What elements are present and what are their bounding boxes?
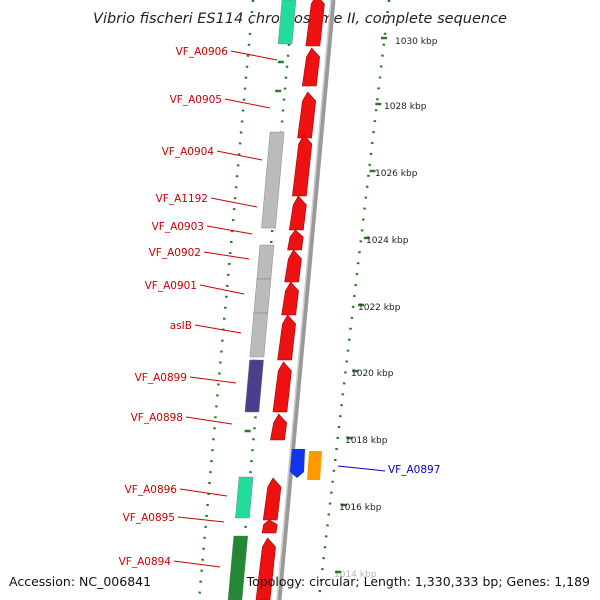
cds-arrow xyxy=(272,361,292,413)
cds-block xyxy=(256,244,275,280)
feature-track xyxy=(227,0,325,600)
cds-arrow xyxy=(284,249,302,283)
cds-block xyxy=(277,0,297,45)
cds-block xyxy=(244,359,264,413)
cds-arrow xyxy=(255,537,276,600)
scale-labels: 1030 kbp 1028 kbp 1026 kbp 1024 kbp 1022… xyxy=(334,37,438,580)
dotted-ring-mid xyxy=(237,0,295,600)
cds-arrow xyxy=(292,134,313,197)
scale-label: 1030 kbp xyxy=(395,37,438,47)
scale-label: 1016 kbp xyxy=(339,503,382,513)
scale-label: 1014 kbp xyxy=(334,570,377,580)
gene-label[interactable]: VF_A0896 xyxy=(125,484,178,496)
cds-block xyxy=(235,476,254,519)
cds-arrow-reverse xyxy=(290,449,305,478)
gene-label[interactable]: VF_A0898 xyxy=(131,412,183,424)
label-connector xyxy=(337,465,386,472)
gene-labels: VF_A0906 VF_A0905 VF_A0904 VF_A1192 VF_A… xyxy=(119,46,441,568)
label-connector xyxy=(189,376,237,384)
gene-label[interactable]: VF_A0897 xyxy=(388,464,440,476)
label-connector xyxy=(199,284,245,295)
scale-label: 1020 kbp xyxy=(351,369,394,379)
cds-block-reverse xyxy=(307,451,322,480)
gene-label[interactable]: asIB xyxy=(170,320,192,332)
scale-label: 1018 kbp xyxy=(345,436,388,446)
accession-text: Accession: NC_006841 xyxy=(9,574,151,589)
gene-label[interactable]: VF_A0901 xyxy=(145,280,197,292)
gene-label[interactable]: VF_A0902 xyxy=(149,247,201,259)
gene-label[interactable]: VF_A0906 xyxy=(176,46,229,58)
gene-label[interactable]: VF_A0895 xyxy=(123,512,175,524)
gene-label[interactable]: VF_A0899 xyxy=(135,372,187,384)
gene-label[interactable]: VF_A0903 xyxy=(152,221,204,233)
label-connector xyxy=(206,225,253,235)
cds-arrow xyxy=(305,0,325,47)
backbone xyxy=(276,0,336,600)
dotted-ring-inner xyxy=(317,0,391,600)
label-connector xyxy=(224,98,271,109)
cds-block xyxy=(227,535,248,600)
label-connector xyxy=(194,324,242,334)
label-connector xyxy=(177,516,225,523)
label-connector xyxy=(230,50,278,61)
cds-arrow xyxy=(261,519,278,534)
cds-arrow xyxy=(287,229,304,251)
scale-label: 1028 kbp xyxy=(384,102,427,112)
map-title: Vibrio fischeri ES114 chromosome II, com… xyxy=(93,11,507,27)
cds-block xyxy=(249,312,269,358)
label-connector xyxy=(185,416,233,425)
cds-block xyxy=(261,131,285,229)
cds-arrow xyxy=(270,413,288,441)
label-connector xyxy=(179,488,228,497)
cds-arrow xyxy=(281,281,299,316)
gene-label[interactable]: VF_A0904 xyxy=(162,146,215,158)
topology-summary: Topology: circular; Length: 1,330,333 bp… xyxy=(246,574,590,589)
scale-label: 1026 kbp xyxy=(375,169,418,179)
gene-label[interactable]: VF_A0894 xyxy=(119,556,172,568)
cds-arrow xyxy=(301,47,320,87)
cds-arrow xyxy=(277,314,296,361)
label-connector xyxy=(216,150,263,161)
cds-arrow xyxy=(288,195,307,231)
scale-label: 1022 kbp xyxy=(358,303,401,313)
label-connector xyxy=(203,251,250,260)
cds-block xyxy=(253,278,272,314)
cds-arrow xyxy=(297,91,317,139)
label-connector xyxy=(173,560,221,568)
label-connectors xyxy=(173,50,386,568)
gene-label[interactable]: VF_A1192 xyxy=(156,193,208,205)
footer-backdrop-left xyxy=(0,572,160,592)
scale-label: 1024 kbp xyxy=(366,236,409,246)
label-connector xyxy=(210,197,258,208)
dotted-ring-outer xyxy=(197,0,255,600)
cds-arrow xyxy=(262,477,282,521)
gene-label[interactable]: VF_A0905 xyxy=(170,94,222,106)
